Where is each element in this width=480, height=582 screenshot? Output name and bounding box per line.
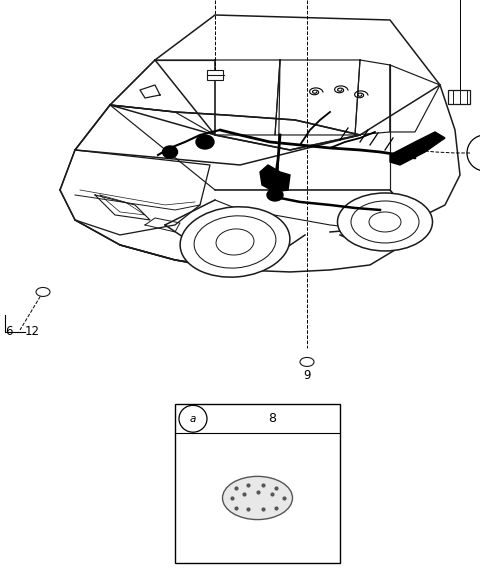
Ellipse shape — [36, 288, 50, 296]
Bar — [207, 70, 223, 80]
Ellipse shape — [216, 229, 254, 255]
Ellipse shape — [369, 212, 401, 232]
Text: 6: 6 — [5, 325, 12, 339]
Ellipse shape — [196, 135, 214, 149]
Text: 9: 9 — [303, 369, 311, 382]
Text: a: a — [190, 414, 196, 424]
Ellipse shape — [163, 146, 178, 158]
FancyBboxPatch shape — [448, 90, 470, 104]
Ellipse shape — [351, 201, 419, 243]
Text: 12: 12 — [25, 325, 40, 339]
Ellipse shape — [267, 189, 283, 201]
Polygon shape — [260, 165, 290, 192]
Ellipse shape — [180, 207, 290, 277]
Bar — [175, 404, 340, 563]
Polygon shape — [390, 132, 445, 165]
Ellipse shape — [337, 193, 432, 251]
Ellipse shape — [300, 357, 314, 367]
Ellipse shape — [223, 476, 292, 520]
Text: 8: 8 — [268, 412, 276, 425]
Ellipse shape — [194, 216, 276, 268]
